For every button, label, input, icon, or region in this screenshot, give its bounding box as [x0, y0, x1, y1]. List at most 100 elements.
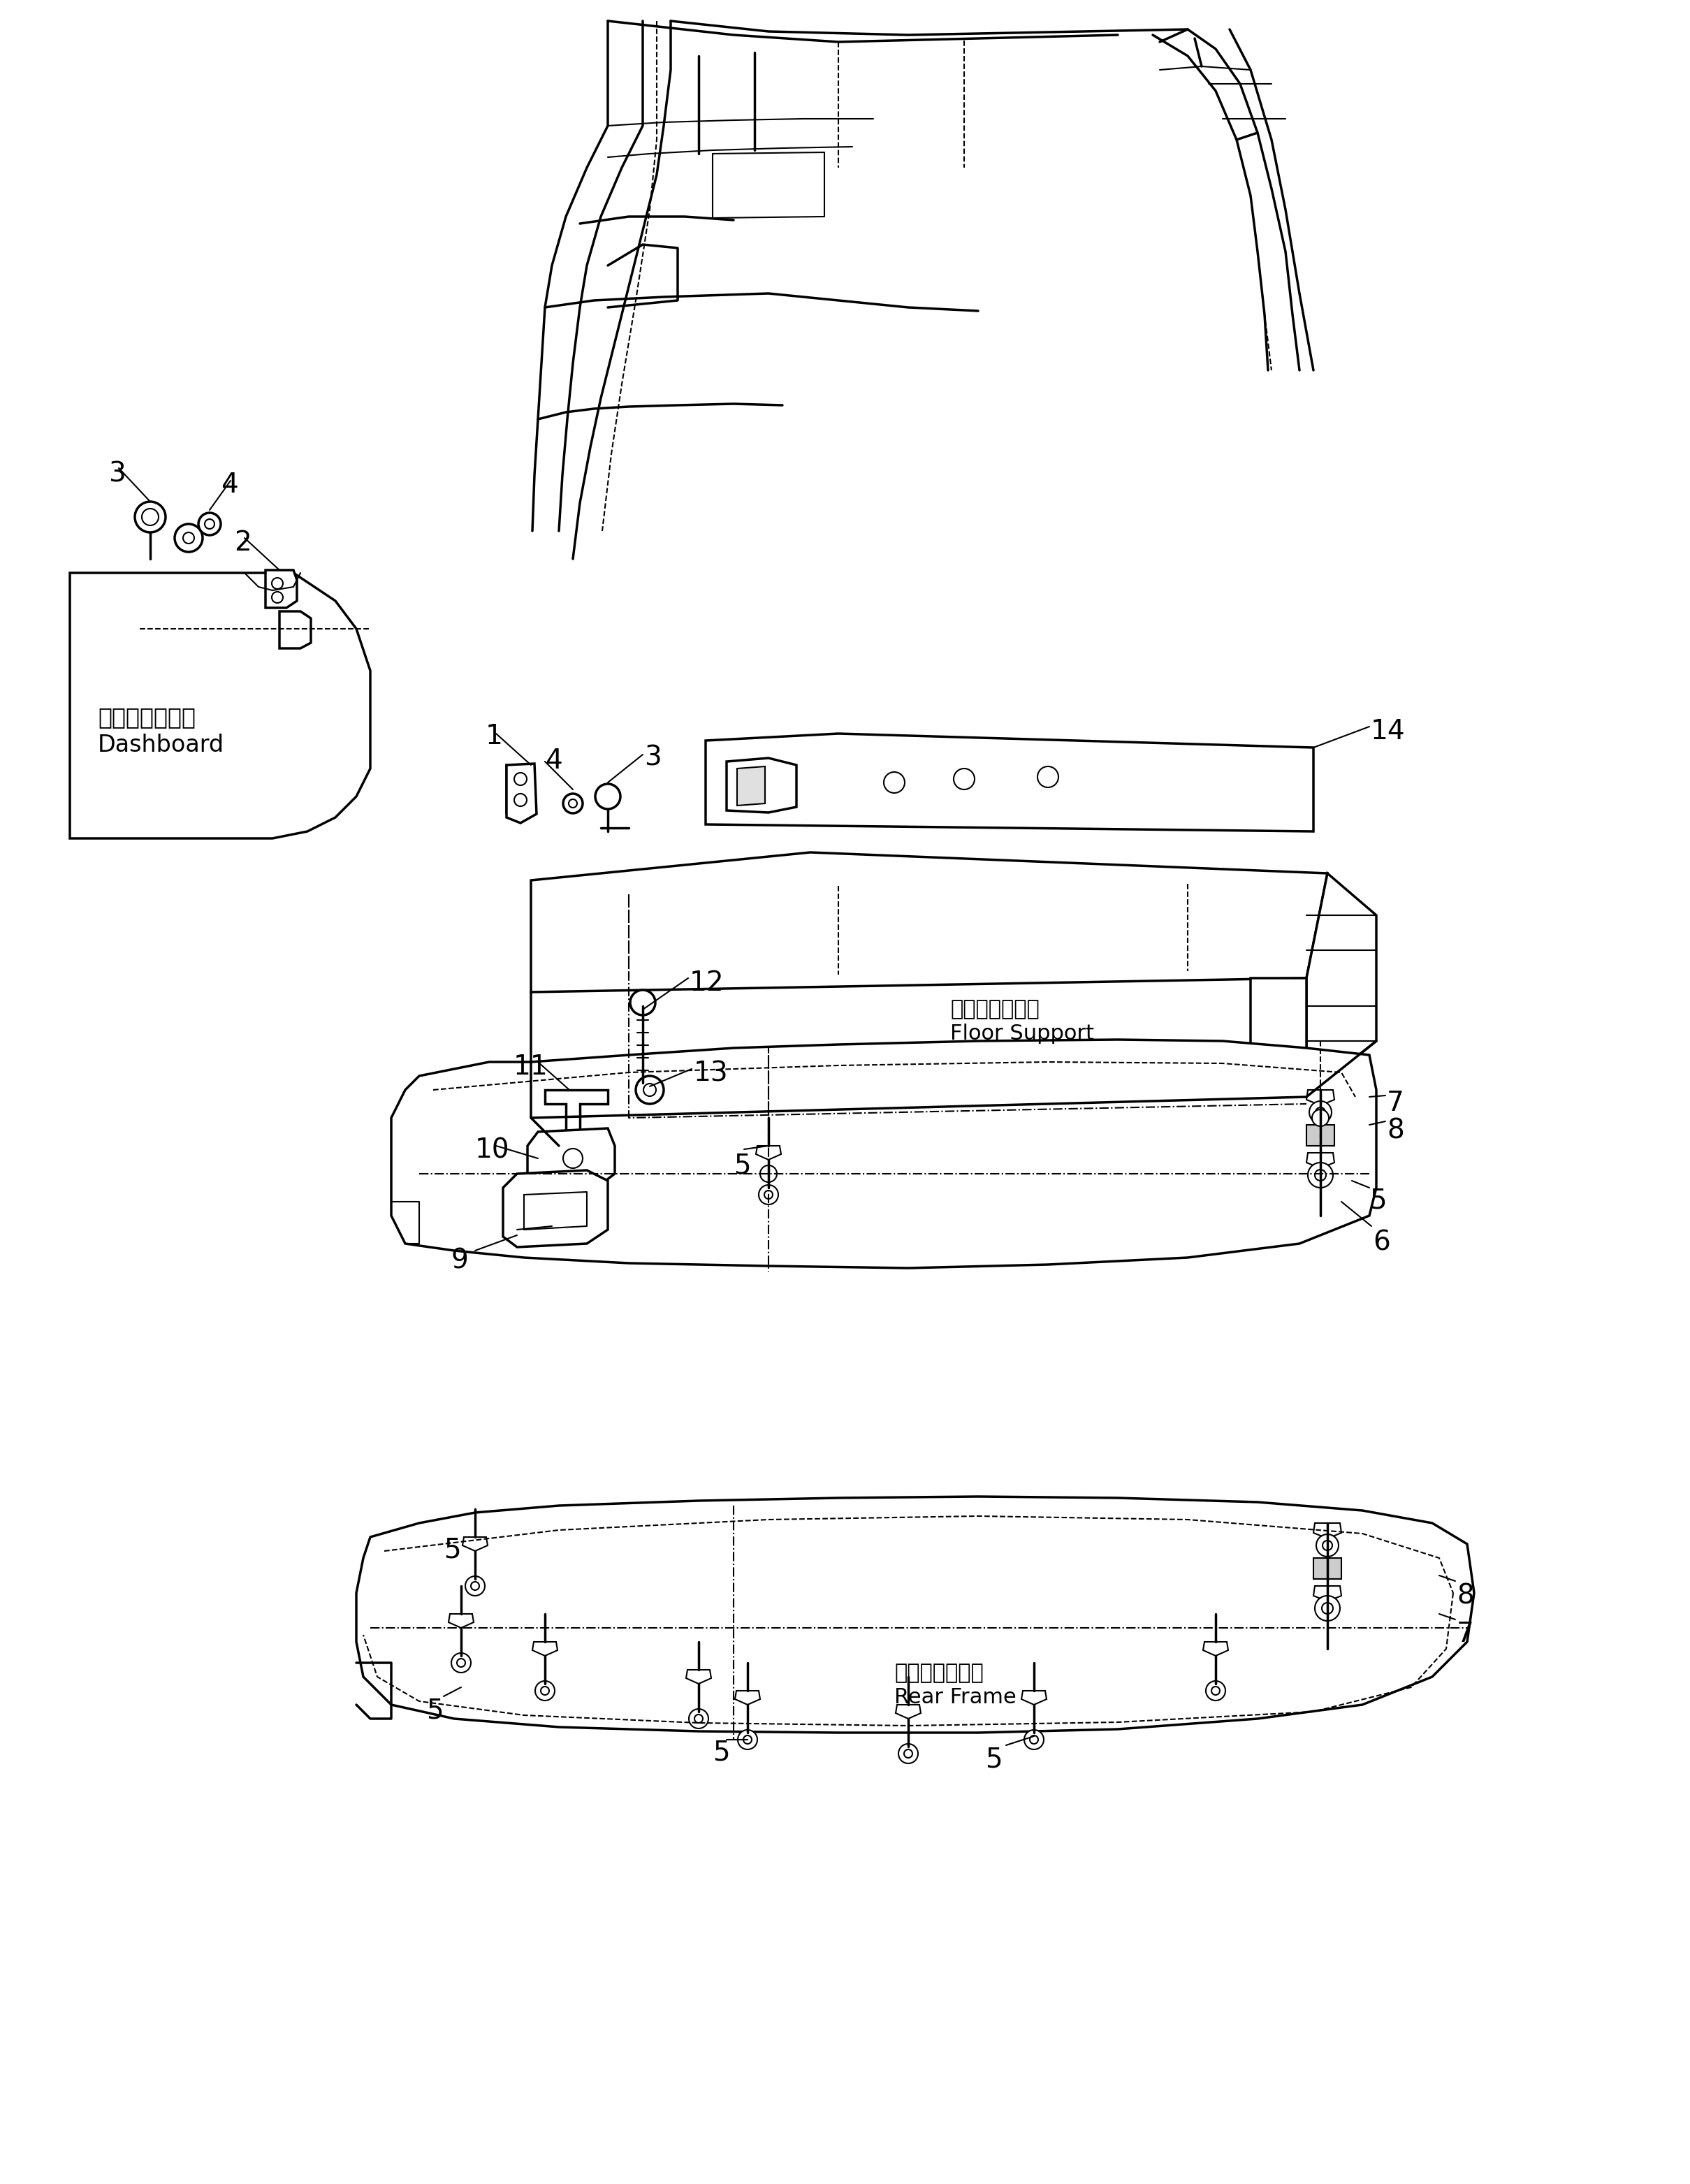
Polygon shape: [544, 1090, 608, 1147]
Polygon shape: [706, 734, 1313, 832]
Circle shape: [1029, 1736, 1038, 1743]
Text: ダッシュボード: ダッシュボード: [98, 705, 196, 729]
Polygon shape: [1313, 1522, 1342, 1538]
Polygon shape: [532, 1642, 558, 1655]
Polygon shape: [1306, 1153, 1335, 1168]
Circle shape: [135, 502, 166, 533]
Circle shape: [953, 769, 975, 788]
Circle shape: [1315, 1171, 1327, 1182]
Circle shape: [690, 1708, 708, 1728]
Circle shape: [465, 1577, 485, 1597]
Circle shape: [204, 520, 215, 529]
Circle shape: [512, 795, 524, 806]
Polygon shape: [1251, 978, 1306, 1096]
Circle shape: [272, 592, 282, 603]
Polygon shape: [504, 1171, 608, 1247]
Text: 1: 1: [485, 723, 504, 749]
Circle shape: [1038, 767, 1058, 788]
Circle shape: [904, 1749, 913, 1758]
Text: 14: 14: [1371, 719, 1406, 745]
Text: 5: 5: [444, 1538, 461, 1564]
Polygon shape: [735, 1690, 761, 1706]
Text: 7: 7: [1387, 1090, 1404, 1116]
Text: 13: 13: [695, 1061, 728, 1088]
Text: 2: 2: [233, 529, 252, 557]
Circle shape: [635, 1077, 664, 1103]
Text: 5: 5: [426, 1697, 443, 1725]
Text: リヤーフレーム: リヤーフレーム: [894, 1662, 984, 1684]
Text: 5: 5: [985, 1747, 1002, 1773]
Circle shape: [514, 793, 527, 806]
Circle shape: [1308, 1162, 1333, 1188]
Circle shape: [514, 773, 527, 786]
Circle shape: [1322, 1603, 1333, 1614]
Polygon shape: [531, 852, 1327, 992]
Circle shape: [570, 799, 576, 808]
Circle shape: [1310, 1101, 1332, 1123]
Text: 5: 5: [1369, 1188, 1386, 1214]
Polygon shape: [507, 764, 536, 823]
Polygon shape: [1306, 874, 1376, 1096]
Circle shape: [198, 513, 221, 535]
Circle shape: [884, 771, 904, 793]
Polygon shape: [686, 1671, 711, 1684]
Circle shape: [1311, 1109, 1328, 1127]
Circle shape: [1212, 1686, 1220, 1695]
Text: 4: 4: [221, 472, 238, 498]
Polygon shape: [1021, 1690, 1046, 1706]
Text: 5: 5: [713, 1741, 730, 1767]
Circle shape: [744, 1736, 752, 1743]
Circle shape: [451, 1653, 472, 1673]
Text: 11: 11: [514, 1053, 548, 1081]
Text: 9: 9: [451, 1247, 468, 1273]
Text: 3: 3: [108, 461, 125, 487]
Circle shape: [1323, 1540, 1332, 1551]
Circle shape: [174, 524, 203, 553]
Text: 4: 4: [544, 747, 563, 773]
Polygon shape: [392, 1040, 1376, 1269]
Text: 12: 12: [690, 970, 725, 996]
Circle shape: [563, 793, 583, 812]
Circle shape: [541, 1686, 549, 1695]
Polygon shape: [527, 1129, 615, 1186]
Circle shape: [183, 533, 194, 544]
Polygon shape: [463, 1538, 488, 1551]
Polygon shape: [1313, 1586, 1342, 1601]
Polygon shape: [448, 1614, 473, 1627]
Circle shape: [1024, 1730, 1044, 1749]
Text: Floor Support: Floor Support: [950, 1024, 1093, 1044]
Text: 7: 7: [1457, 1621, 1474, 1647]
Polygon shape: [279, 612, 311, 649]
Bar: [1313, 1557, 1342, 1579]
Circle shape: [272, 579, 282, 590]
Polygon shape: [69, 572, 370, 839]
Circle shape: [595, 784, 620, 808]
Polygon shape: [507, 764, 531, 821]
Bar: [1306, 1125, 1335, 1147]
Circle shape: [644, 1083, 656, 1096]
Polygon shape: [265, 570, 297, 607]
Circle shape: [536, 1682, 554, 1701]
Polygon shape: [737, 767, 766, 806]
Circle shape: [472, 1581, 480, 1590]
Circle shape: [759, 1186, 779, 1206]
Circle shape: [695, 1714, 703, 1723]
Polygon shape: [1306, 1090, 1335, 1105]
Text: 5: 5: [733, 1153, 750, 1179]
Circle shape: [1317, 1533, 1338, 1557]
Circle shape: [563, 1149, 583, 1168]
Polygon shape: [357, 1496, 1474, 1732]
Text: フロアサポート: フロアサポート: [950, 998, 1039, 1020]
Circle shape: [1207, 1682, 1225, 1701]
Polygon shape: [755, 1147, 781, 1160]
Text: 3: 3: [644, 745, 661, 771]
Circle shape: [739, 1730, 757, 1749]
Circle shape: [1315, 1597, 1340, 1621]
Polygon shape: [1203, 1642, 1229, 1655]
Circle shape: [1315, 1107, 1325, 1118]
Text: 8: 8: [1387, 1118, 1404, 1144]
Text: 8: 8: [1457, 1583, 1474, 1610]
Polygon shape: [896, 1706, 921, 1719]
Text: 10: 10: [475, 1138, 510, 1164]
Text: 6: 6: [1372, 1230, 1391, 1256]
